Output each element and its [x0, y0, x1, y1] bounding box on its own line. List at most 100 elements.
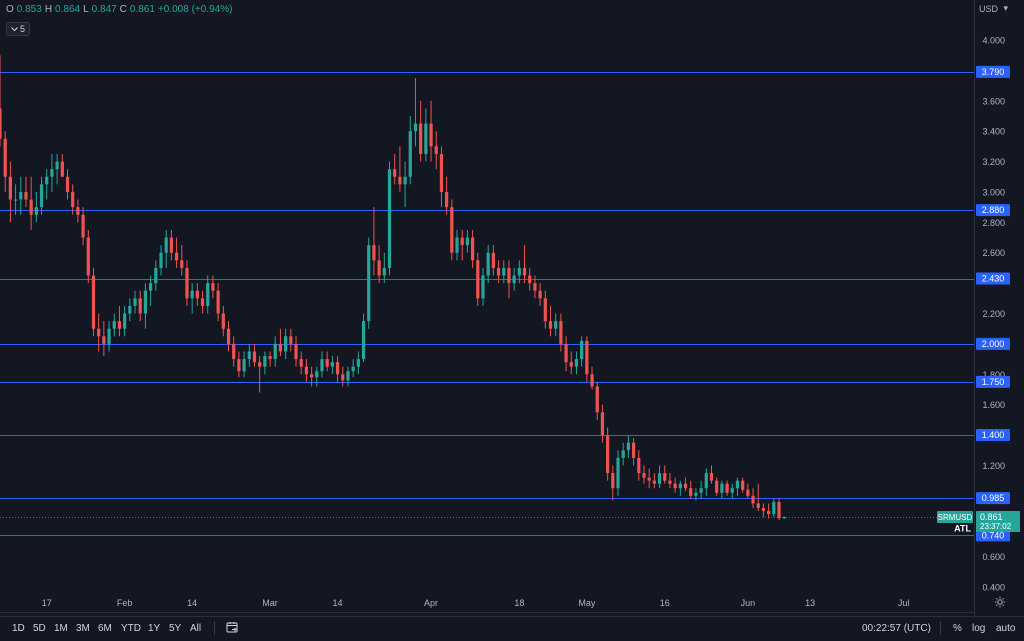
plot-area[interactable] [0, 0, 974, 612]
candle-body [143, 290, 148, 314]
candle-body [460, 237, 464, 246]
candle-body [325, 359, 329, 367]
range-5y-button[interactable]: 5Y [169, 623, 182, 634]
time-tick-label: Apr [424, 598, 438, 608]
candle-body [341, 374, 345, 381]
candle-body [554, 321, 558, 329]
candle-body [169, 237, 173, 253]
open-label: O [6, 4, 14, 15]
candle-body [408, 131, 412, 177]
candle-body [154, 267, 158, 284]
candle-body [330, 362, 334, 367]
candle-body [730, 488, 734, 493]
candle-body [616, 457, 620, 489]
go-to-date-icon[interactable] [226, 621, 238, 633]
price-chart[interactable]: 4.000 3.600 3.400 3.200 3.000 2.800 2.600 2.200… [0, 0, 1024, 616]
candle-body [268, 356, 272, 360]
candle-body [626, 442, 631, 451]
range-5d-button[interactable]: 5D [33, 623, 46, 634]
close-label: C [119, 4, 127, 15]
candle-body [429, 123, 433, 147]
candle-body [128, 305, 132, 314]
candle-body [351, 366, 355, 372]
level-price-tag-label: 2.880 [982, 205, 1005, 215]
level-price-tag [976, 272, 1010, 285]
log-scale-button[interactable]: log [972, 623, 986, 634]
price-tick-label: 3.200 [982, 157, 1005, 167]
gear-icon[interactable] [994, 596, 1006, 608]
candle-body [751, 495, 755, 504]
currency-dropdown-icon[interactable]: ▾ [1003, 3, 1008, 13]
time-axis[interactable]: 17 Feb 14 Mar 14 Apr 18 May 16 Jun 13 Jul [42, 598, 910, 608]
candle-body [663, 473, 667, 481]
price-tick-label: 2.600 [982, 248, 1005, 258]
low-value: 0.847 [91, 4, 117, 15]
time-tick-label: Feb [117, 598, 133, 608]
candle-body [356, 359, 360, 367]
price-tick-label: 3.600 [982, 96, 1005, 106]
range-6m-button[interactable]: 6M [98, 623, 112, 634]
candle-body [320, 359, 324, 372]
candle-body [746, 489, 750, 496]
candle-body [486, 252, 490, 276]
candle-body [107, 328, 111, 344]
candle-body [50, 169, 54, 177]
candle-body [476, 260, 480, 299]
candle-body [372, 245, 376, 261]
currency-label[interactable]: USD [978, 4, 998, 14]
candle-body [657, 473, 662, 484]
candle-body [424, 123, 428, 154]
price-tick-label: 2.800 [982, 218, 1005, 228]
time-tick-label: 16 [660, 598, 670, 608]
range-1y-button[interactable]: 1Y [148, 623, 161, 634]
candle-body [694, 492, 698, 496]
time-tick-label: 14 [333, 598, 343, 608]
high-value: 0.864 [55, 4, 81, 15]
level-price-tag-label: 2.000 [982, 339, 1005, 349]
candle-body [315, 371, 319, 378]
candle-body [367, 245, 371, 322]
level-price-tag [976, 492, 1010, 505]
range-1d-button[interactable]: 1D [12, 623, 25, 634]
candle-body [45, 176, 49, 185]
candle-body [574, 359, 579, 367]
candle-body [741, 480, 745, 490]
candle-body [190, 290, 194, 299]
range-all-button[interactable]: All [190, 623, 202, 634]
candle-body [60, 161, 64, 177]
time-tick-label: May [578, 598, 596, 608]
candle-body [91, 275, 96, 329]
horizontal-levels [0, 72, 974, 536]
candle-body [725, 483, 729, 493]
price-tick-label: 1.600 [982, 400, 1005, 410]
candle-body [148, 283, 153, 291]
percent-scale-button[interactable]: % [953, 623, 962, 634]
candle-body [413, 123, 418, 132]
ohlc-legend: O 0.853 H 0.864 L 0.847 C 0.861 +0.008 (+0.9… [6, 4, 232, 15]
range-3m-button[interactable]: 3M [76, 623, 90, 634]
candle-body [133, 298, 137, 306]
candle-body [689, 488, 693, 496]
candle-body [3, 138, 7, 177]
level-price-tag-label: 0.985 [982, 493, 1005, 503]
candle-body [445, 191, 449, 208]
candle-body [704, 473, 708, 489]
toolbar-divider [940, 621, 941, 635]
price-axis[interactable]: 4.000 3.600 3.400 3.200 3.000 2.800 2.600 2.200… [982, 36, 1005, 593]
candle-body [24, 191, 28, 200]
candle-body [434, 146, 438, 154]
range-ytd-button[interactable]: YTD [121, 623, 141, 634]
candle-body [284, 336, 288, 352]
candle-body [439, 153, 444, 192]
candle-body [226, 328, 231, 344]
candle-body [180, 260, 184, 268]
time-tick-label: 17 [42, 598, 52, 608]
indicators-collapse-button[interactable]: 5 [6, 22, 30, 36]
utc-clock[interactable]: 00:22:57 (UTC) [862, 623, 931, 634]
range-1m-button[interactable]: 1M [54, 623, 68, 634]
auto-scale-button[interactable]: auto [996, 623, 1016, 634]
candle-body [387, 169, 392, 268]
time-tick-label: 13 [805, 598, 815, 608]
price-tick-label: 4.000 [982, 36, 1005, 46]
level-price-tag [976, 204, 1010, 217]
